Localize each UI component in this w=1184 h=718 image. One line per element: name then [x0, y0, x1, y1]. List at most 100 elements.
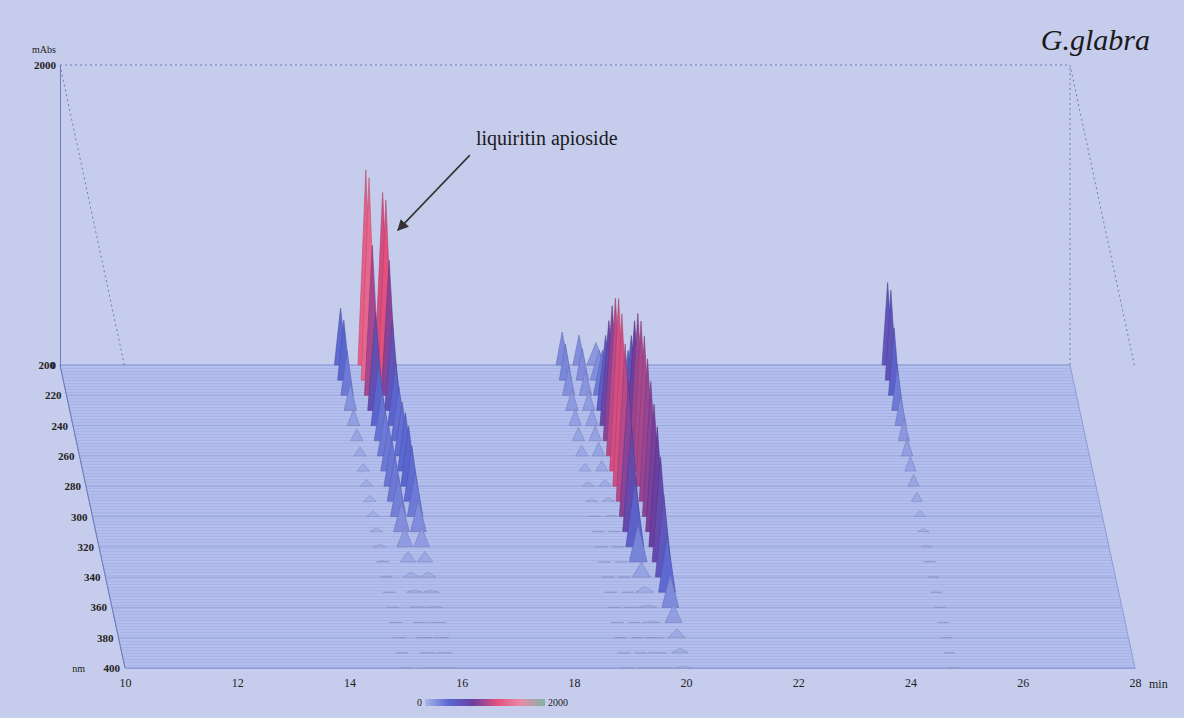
peak-slice: [599, 479, 611, 486]
x-tick-label: 18: [568, 676, 580, 690]
peak-slice: [635, 652, 647, 653]
peak-slice: [413, 622, 429, 623]
peak-slice: [625, 607, 637, 608]
peak-slice: [586, 409, 598, 426]
peak-slice: [433, 637, 449, 638]
peak-slice: [393, 637, 405, 638]
peak-slice: [629, 524, 647, 562]
peak-slice: [915, 511, 926, 517]
x-axis-line: [126, 668, 1136, 669]
peak-slice: [394, 502, 410, 532]
z-tick-label: 2000: [34, 59, 57, 71]
x-tick-label: 14: [344, 676, 356, 690]
y-tick-label: 380: [97, 632, 114, 644]
peak-slice: [905, 456, 916, 471]
peak-slice: [380, 576, 392, 578]
x-tick: 24: [905, 668, 917, 690]
box-edge: [60, 65, 125, 368]
x-tick: 16: [456, 668, 468, 690]
grid-line: [119, 637, 1129, 638]
peak-slice: [407, 590, 423, 592]
peak-slice: [645, 637, 663, 638]
peak-slice: [596, 461, 608, 472]
grid-line: [112, 607, 1122, 608]
z-tick: 2000: [34, 59, 60, 71]
peak-slice: [364, 495, 376, 501]
peak-slice: [628, 622, 640, 623]
grid-line: [93, 516, 1103, 517]
y-tick-label: 320: [78, 541, 95, 553]
peak-slice: [373, 545, 385, 547]
peak-slice: [344, 383, 356, 410]
peak-slice: [937, 622, 948, 623]
peak-slice: [414, 527, 430, 547]
peak-slice: [931, 592, 942, 593]
peak-slice: [351, 429, 363, 441]
peak-slice: [566, 389, 578, 410]
peak-slice: [430, 622, 446, 623]
y-tick-label: 300: [71, 511, 88, 523]
peak-slice: [424, 590, 440, 592]
peak-slice: [918, 529, 929, 532]
colorbar-tick-label: 0: [417, 697, 422, 708]
peak-slice: [592, 531, 604, 532]
title: G.glabra: [1041, 23, 1150, 56]
x-axis: 10121416182022242628: [120, 668, 1142, 690]
peak-slice: [615, 561, 627, 562]
peak-slice: [583, 391, 595, 411]
peak-slice: [579, 464, 591, 472]
peak-slice: [642, 621, 660, 623]
peak-slice: [608, 607, 620, 608]
x-tick-label: 24: [905, 676, 917, 690]
peak-slice: [411, 500, 427, 532]
peak-slice: [602, 577, 614, 578]
peak-slice: [898, 418, 909, 441]
peak-slice: [589, 515, 601, 517]
y-axis-line: [60, 365, 125, 668]
peak-slice: [576, 445, 588, 456]
peak-slice: [403, 572, 419, 577]
x-tick: 14: [344, 668, 356, 690]
peak-slice: [672, 648, 689, 653]
peak-slice: [370, 528, 382, 532]
peak-slice: [675, 667, 692, 669]
peak-slice: [618, 577, 630, 578]
peak-slice: [420, 572, 436, 577]
peak-slice: [924, 561, 935, 563]
peak-slice: [941, 637, 952, 638]
x-tick: 20: [681, 668, 693, 690]
peak-slice: [592, 442, 604, 456]
peak-slice: [572, 427, 584, 441]
grid-line: [99, 546, 1109, 547]
peak-slice: [649, 652, 667, 653]
peak-slice: [639, 605, 657, 607]
peak-slice: [618, 652, 630, 653]
peak-slice: [911, 492, 922, 501]
peak-slice: [605, 592, 617, 593]
peak-slice: [612, 546, 624, 547]
peak-slice: [921, 545, 932, 547]
peak-slice: [928, 577, 939, 578]
peak-slice: [569, 409, 581, 426]
peak-slice: [605, 515, 617, 517]
peak-slice: [631, 637, 643, 638]
peak-slice: [595, 546, 607, 547]
peak-slice: [902, 438, 913, 456]
peak-slice: [357, 464, 369, 472]
peak-slice: [390, 622, 402, 623]
peak-slice: [582, 482, 594, 487]
box-edge: [60, 65, 1070, 66]
x-tick-label: 22: [793, 676, 805, 690]
x-tick-label: 26: [1017, 676, 1029, 690]
chart: 10121416182022242628min02000mAbs20022024…: [0, 0, 1184, 718]
peak-slice: [377, 561, 389, 562]
x-tick: 10: [120, 668, 132, 690]
peak-slice: [668, 629, 685, 638]
colorbar: [425, 699, 545, 706]
z-axis: 02000: [34, 59, 61, 371]
y-tick-label: 200: [39, 359, 56, 371]
peak-slice: [396, 652, 408, 653]
y-tick-label: 340: [84, 571, 101, 583]
y-axis: 200220240260280300320340360380400: [39, 359, 121, 674]
peaks: [334, 170, 958, 668]
